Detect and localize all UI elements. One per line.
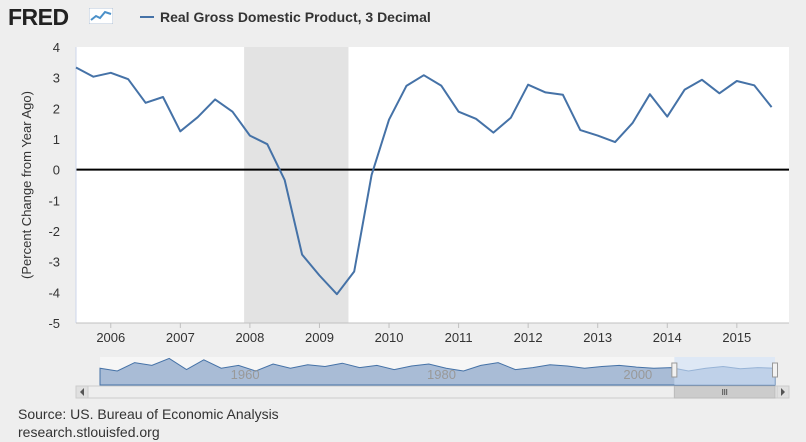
x-tick-label: 2011 [445,330,473,345]
series-point[interactable] [283,178,287,182]
y-tick-label: -4 [48,285,60,300]
series-point[interactable] [561,93,565,97]
navigator-handle-right[interactable] [772,362,778,378]
series-point[interactable] [770,105,774,109]
x-tick-label: 2006 [96,330,125,345]
y-tick-label: -1 [48,193,60,208]
navigator-year-label: 2000 [623,367,652,382]
series-point[interactable] [317,273,321,277]
series-point[interactable] [752,83,756,87]
series-point[interactable] [683,88,687,92]
y-tick-label: 1 [53,132,60,147]
series-point[interactable] [178,129,182,133]
y-axis-title: (Percent Change from Year Ago) [19,91,34,279]
series-point[interactable] [404,84,408,88]
y-tick-label: -3 [48,255,60,270]
y-axis-ticks: 4 3 2 1 0 -1 -2 -3 -4 -5 [48,40,60,331]
series-point[interactable] [457,110,461,114]
series-point[interactable] [144,101,148,105]
series-point[interactable] [370,173,374,177]
series-point[interactable] [387,118,391,122]
series-point[interactable] [439,84,443,88]
x-tick-label: 2009 [305,330,334,345]
y-tick-label: 3 [53,71,60,86]
series-point[interactable] [109,71,113,75]
x-tick-label: 2007 [166,330,195,345]
series-point[interactable] [248,134,252,138]
navigator-handle-left[interactable] [671,362,678,378]
chevron-left-icon [80,388,84,396]
series-point[interactable] [648,92,652,96]
series-point[interactable] [665,115,669,119]
legend-series-label: Real Gross Domestic Product, 3 Decimal [160,9,431,25]
x-tick-label: 2013 [583,330,612,345]
y-tick-label: -5 [48,316,60,331]
navigator-year-label: 1980 [427,367,456,382]
fred-mini-chart-icon [89,8,113,24]
source-url[interactable]: research.stlouisfed.org [18,424,160,440]
series-point[interactable] [231,110,235,114]
source-note: Source: US. Bureau of Economic Analysis … [18,405,279,441]
series-point[interactable] [735,79,739,83]
series-point[interactable] [544,90,548,94]
series-point[interactable] [196,115,200,119]
series-point[interactable] [613,140,617,144]
series-point[interactable] [717,91,721,95]
series-point[interactable] [700,78,704,82]
series-point[interactable] [265,142,269,146]
series-point[interactable] [578,128,582,132]
series-point[interactable] [491,131,495,135]
series-point[interactable] [300,253,304,257]
chevron-right-icon [781,388,785,396]
series-point[interactable] [630,121,634,125]
series-point[interactable] [474,117,478,121]
range-navigator[interactable]: 1960 1980 2000 [99,357,778,386]
recession-band-0 [244,47,349,323]
y-tick-label: 2 [53,101,60,116]
series-point[interactable] [74,66,78,70]
y-tick-label: 0 [53,163,60,178]
y-tick-label: -2 [48,224,60,239]
series-point[interactable] [161,95,165,99]
navigator-year-label: 1960 [231,367,260,382]
series-point[interactable] [213,97,217,101]
series-point[interactable] [126,77,130,81]
series-line-gdp[interactable] [75,66,773,296]
navigator-selected-range[interactable] [674,357,775,385]
chart-legend[interactable]: Real Gross Domestic Product, 3 Decimal [140,8,431,26]
series-point[interactable] [91,75,95,79]
series-point[interactable] [509,116,513,120]
navigator-scrollbar[interactable] [75,385,790,399]
series-point[interactable] [422,73,426,77]
series-point[interactable] [335,292,339,296]
navigator-labels: 1960 1980 2000 [231,367,653,382]
x-tick-label: 2010 [375,330,404,345]
series-point[interactable] [526,83,530,87]
gdp-line-chart: 4 3 2 1 0 -1 -2 -3 -4 -5 2006 2007 2008 2009 2010 2011… [19,40,790,399]
x-tick-label: 2015 [722,330,751,345]
scrollbar-grip-icon [722,389,728,395]
recession-shading-layer [244,47,349,323]
y-tick-label: 4 [53,40,60,55]
chart-header: FRED Real Gross Domestic Product, 3 Deci… [0,0,806,36]
x-axis-ticks: 2006 2007 2008 2009 2010 2011 2012 2013 2014 2015 [96,323,751,345]
x-tick-label: 2014 [653,330,682,345]
series-point[interactable] [352,269,356,273]
x-tick-label: 2012 [514,330,543,345]
fred-logo[interactable]: FRED [8,4,69,30]
plot-area [76,47,789,323]
source-text: Source: US. Bureau of Economic Analysis [18,406,279,422]
legend-series-line [140,16,154,18]
series-point[interactable] [596,134,600,138]
x-tick-label: 2008 [235,330,264,345]
